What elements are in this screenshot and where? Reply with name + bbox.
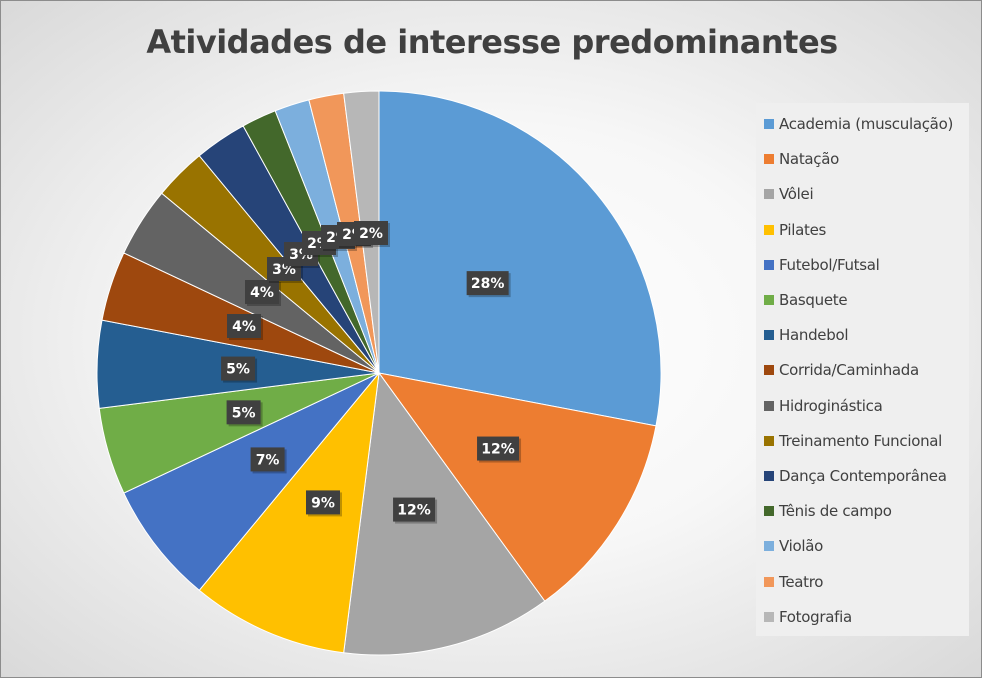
data-label-1: 12%	[477, 436, 522, 463]
data-label-text: 7%	[256, 452, 280, 468]
legend-swatch	[764, 400, 774, 411]
legend-swatch	[764, 189, 774, 200]
legend-swatch	[764, 506, 774, 517]
data-label-text: 2%	[359, 226, 383, 242]
legend-label: Basquete	[779, 291, 848, 309]
legend-item: Basquete	[764, 291, 848, 311]
legend-item: Tênis de campo	[764, 502, 892, 522]
legend-label: Violão	[779, 537, 824, 556]
data-label-4: 7%	[250, 447, 287, 474]
pie-slice-4	[123, 372, 380, 591]
legend-label: Academia (musculação)	[779, 115, 953, 133]
data-label-text: 4%	[250, 285, 274, 301]
legend-item: Academia (musculação)	[764, 115, 953, 135]
legend-swatch	[764, 119, 774, 129]
data-label-2: 12%	[393, 497, 438, 524]
pie-slice-0	[378, 90, 662, 427]
chart-title: Atividades de interesse predominantes	[146, 23, 838, 61]
data-label-7: 4%	[227, 314, 263, 340]
legend-item: Teatro	[764, 573, 823, 593]
data-label-5: 5%	[226, 400, 263, 427]
data-label-6: 5%	[221, 356, 258, 383]
legend-label: Corrida/Caminhada	[779, 361, 919, 380]
legend-label: Natação	[779, 150, 840, 169]
legend-swatch	[764, 224, 774, 235]
legend-label: Treinamento Funcional	[779, 431, 943, 450]
legend-label: Futebol/Futsal	[779, 255, 880, 274]
data-label-text: 12%	[397, 503, 431, 519]
data-label-text: 4%	[232, 319, 256, 335]
legend-label: Pilates	[779, 220, 827, 239]
data-label-text: 9%	[311, 495, 335, 511]
legend-label: Hidroginástica	[779, 396, 883, 415]
legend-swatch	[764, 576, 774, 587]
legend-item: Dança Contemporânea	[764, 467, 947, 487]
legend-item: Handebol	[764, 326, 849, 346]
legend-swatch	[764, 154, 774, 165]
legend-swatch	[764, 330, 774, 341]
legend-swatch	[764, 365, 774, 376]
legend-swatch	[764, 295, 774, 305]
pie-slice-1	[377, 372, 657, 602]
data-label-8: 4%	[245, 280, 281, 306]
data-label-text: 28%	[471, 276, 505, 292]
legend-swatch	[764, 259, 774, 270]
data-label-3: 9%	[306, 490, 343, 517]
legend-item: Corrida/Caminhada	[764, 361, 919, 381]
legend-item: Futebol/Futsal	[764, 256, 880, 276]
data-label-text: 12%	[481, 442, 515, 458]
legend-item: Treinamento Funcional	[764, 432, 942, 452]
legend-item: Vôlei	[764, 185, 814, 205]
legend-item: Violão	[764, 537, 823, 557]
legend-swatch	[764, 471, 774, 481]
legend-item: Natação	[764, 150, 839, 170]
pie-slice-2	[343, 371, 546, 656]
legend-swatch	[764, 435, 774, 446]
legend-label: Vôlei	[779, 185, 814, 204]
data-label-text: 5%	[226, 362, 250, 378]
legend-label: Teatro	[779, 572, 824, 591]
data-label-14: 2%	[354, 221, 390, 247]
legend-label: Dança Contemporânea	[779, 467, 947, 485]
legend-item: Pilates	[764, 221, 826, 241]
legend: Academia (musculação) Natação Vôlei Pilates…	[756, 103, 969, 636]
data-label-text: 5%	[232, 405, 256, 421]
legend-swatch	[764, 541, 774, 552]
pie-slice-3	[198, 371, 380, 654]
legend-swatch	[764, 611, 774, 622]
legend-label: Tênis de campo	[779, 502, 892, 521]
data-label-0: 28%	[466, 271, 511, 298]
legend-item: Fotografia	[764, 608, 852, 628]
legend-label: Fotografia	[779, 607, 852, 626]
legend-item: Hidroginástica	[764, 396, 883, 417]
legend-label: Handebol	[779, 326, 849, 345]
